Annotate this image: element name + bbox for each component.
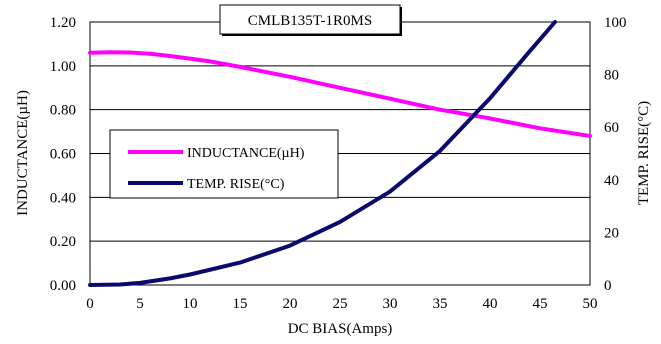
y-right-tick-label: 20: [604, 225, 619, 241]
y-left-tick-label: 0.00: [50, 278, 76, 294]
x-tick-label: 20: [283, 296, 298, 312]
x-tick-label: 5: [136, 296, 144, 312]
x-tick-label: 0: [86, 296, 94, 312]
y-right-tick-label: 60: [604, 120, 619, 136]
legend-label-inductance: INDUCTANCE(µH): [187, 146, 305, 161]
y-left-tick-label: 0.80: [50, 103, 76, 119]
x-axis-title: DC BIAS(Amps): [288, 321, 393, 337]
y-right-tick-label: 100: [604, 15, 627, 31]
series-temp-rise-line: [88, 20, 557, 287]
x-tick-label: 50: [583, 296, 598, 312]
legend-label-temp-rise: TEMP. RISE(°C): [187, 177, 285, 192]
x-tick-label: 15: [233, 296, 248, 312]
x-tick-label: 25: [333, 296, 348, 312]
x-tick-label: 40: [483, 296, 498, 312]
x-tick-label: 45: [533, 296, 548, 312]
series-inductance-line: [88, 50, 592, 138]
tick-labels: 0 5 10 15 20 25 30 35 40 45 50 0.00 0.20 0.40 0.60 0.80…: [50, 15, 627, 312]
title-box: CMLB135T-1R0MS: [219, 4, 402, 36]
y-left-tick-label: 0.60: [50, 147, 76, 163]
y-right-tick-label: 80: [604, 68, 619, 84]
series-layer: [88, 20, 592, 287]
y-left-tick-label: 0.20: [50, 234, 76, 250]
y-axis-right-title: TEMP. RISE(°C): [636, 101, 652, 205]
y-left-tick-label: 0.40: [50, 190, 76, 206]
chart-title: CMLB135T-1R0MS: [248, 13, 372, 29]
y-left-tick-label: 1.00: [50, 59, 76, 75]
x-tick-label: 10: [183, 296, 198, 312]
x-tick-label: 30: [383, 296, 398, 312]
y-axis-left-title: INDUCTANCE(µH): [15, 90, 31, 216]
y-right-tick-label: 0: [604, 278, 612, 294]
legend: INDUCTANCE(µH) TEMP. RISE(°C): [109, 129, 339, 199]
y-left-tick-label: 1.20: [50, 15, 76, 31]
x-tick-label: 35: [433, 296, 448, 312]
y-right-tick-label: 40: [604, 173, 619, 189]
